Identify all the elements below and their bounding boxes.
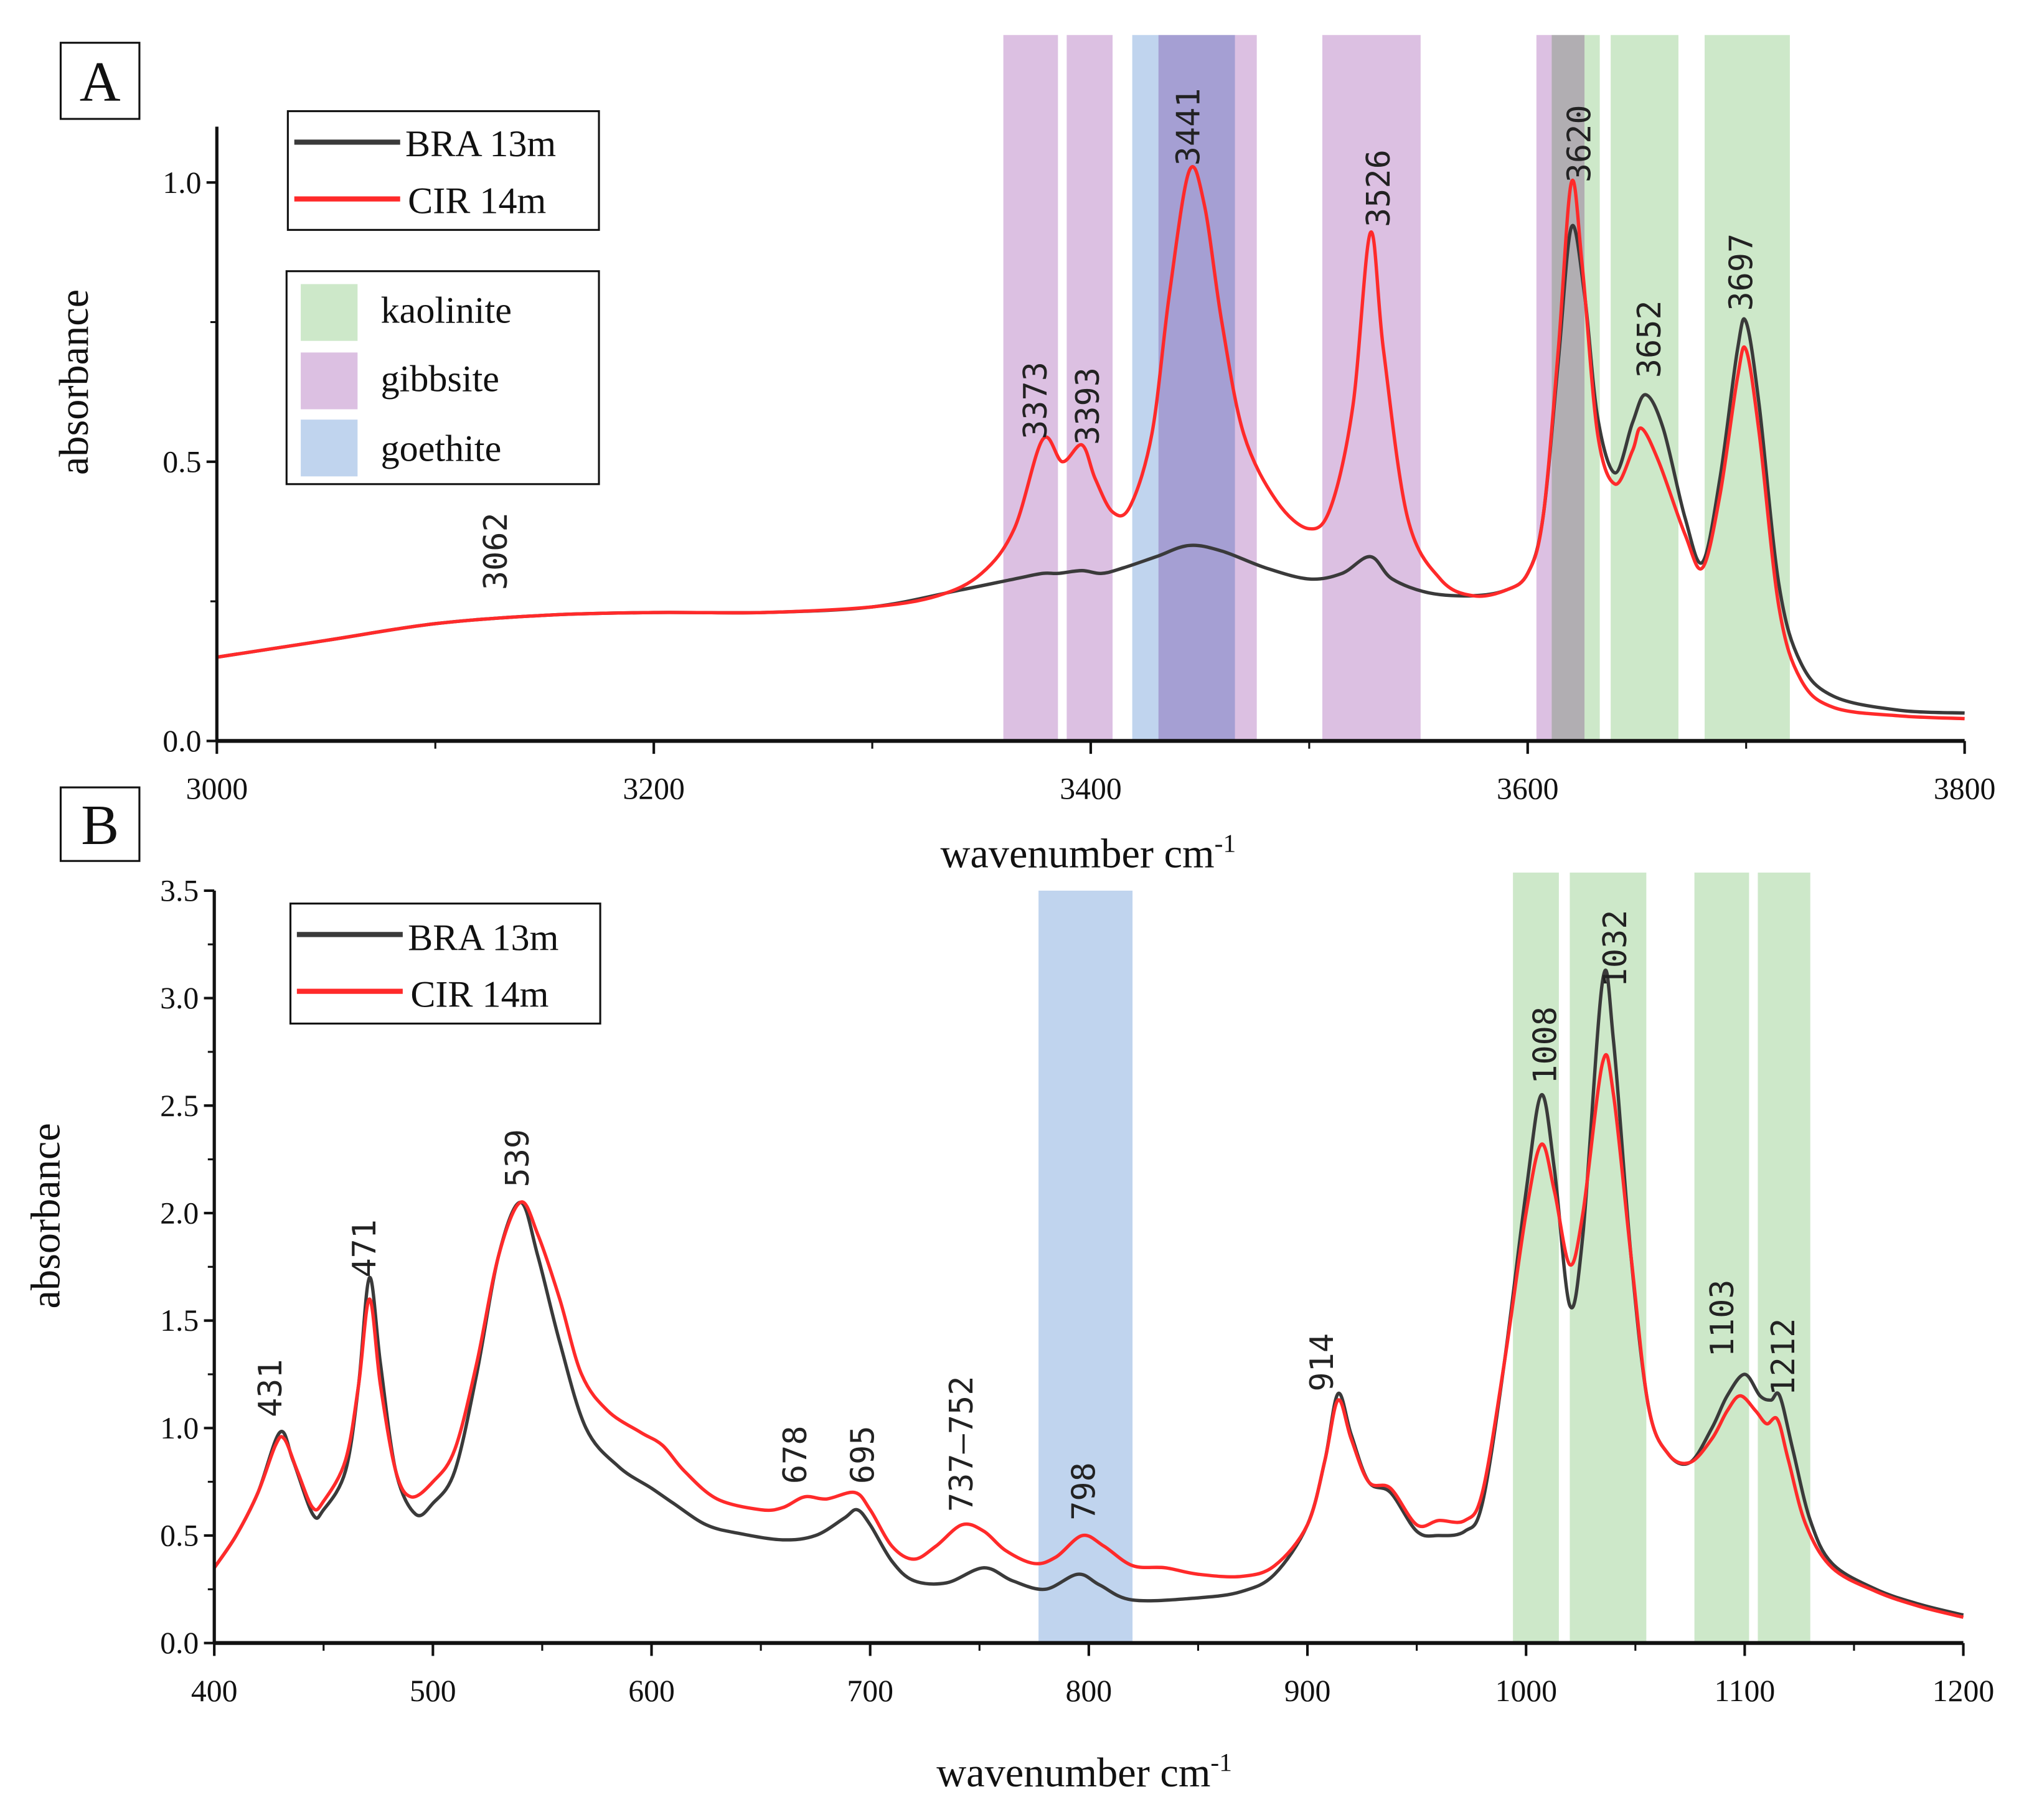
- goethite-band: [1038, 890, 1133, 1643]
- x-tick-label: 700: [847, 1674, 893, 1708]
- x-tick-label: 1100: [1715, 1674, 1776, 1708]
- y-tick-label: 2.0: [160, 1196, 199, 1231]
- y-tick-label: 0.5: [162, 444, 201, 479]
- x-tick-label: 500: [410, 1674, 456, 1708]
- x-tick-label: 3600: [1497, 772, 1558, 806]
- peak-label: 471: [346, 1219, 384, 1278]
- panel-b-label: B: [81, 794, 119, 856]
- panel-b: 400 500 600 700 800 900 1000 1100 1200 0.0 0.5 1.0 1…: [23, 786, 1994, 1796]
- panel-a-bands: [1003, 35, 1790, 741]
- peak-label: 3652: [1631, 300, 1669, 378]
- x-tick-label: 3400: [1060, 772, 1122, 806]
- peak-label: 914: [1304, 1333, 1341, 1392]
- legend-label-cir: CIR 14m: [410, 974, 548, 1016]
- panel-b-x-axis-label-text: wavenumber cm: [936, 1750, 1210, 1796]
- peak-label: 695: [845, 1425, 882, 1484]
- y-tick-label: 1.0: [162, 166, 201, 200]
- peak-label: 3697: [1723, 233, 1760, 311]
- series-cir-14m: [216, 165, 1965, 721]
- kaolinite-band: [1705, 35, 1790, 741]
- y-tick-label: 3.0: [160, 981, 199, 1015]
- panel-a-label-box: [59, 42, 141, 120]
- peak-label: 3620: [1561, 105, 1599, 182]
- x-tick-label: 3800: [1934, 772, 1996, 806]
- panel-b-curves: [212, 969, 1964, 1619]
- kaolinite-band: [1758, 872, 1810, 1643]
- panel-b-y-axis-label: absorbance: [23, 1123, 68, 1308]
- panel-a-curves: [216, 165, 1965, 721]
- gibbsite-band: [1066, 35, 1113, 741]
- gibbsite-band: [1003, 35, 1058, 741]
- y-tick-label: 1.0: [160, 1411, 199, 1445]
- gibbsite-swatch: [301, 352, 358, 410]
- y-tick-label: 0.0: [160, 1626, 199, 1660]
- panel-a-axes: 3000 3200 3400 3600 3800 0.0 0.5 1.0: [162, 126, 1996, 806]
- panel-b-x-axis-label-sup: -1: [1210, 1748, 1232, 1776]
- peak-label: 3441: [1170, 88, 1207, 166]
- peak-label: 431: [252, 1359, 289, 1417]
- gibbsite-band: [1322, 35, 1421, 741]
- x-tick-label: 600: [628, 1674, 675, 1708]
- kaolinite-band: [1694, 872, 1749, 1643]
- gibbsite-band: [1158, 35, 1257, 741]
- legend-label-gibbsite: gibbsite: [381, 359, 499, 400]
- panel-b-bands: [1038, 872, 1810, 1643]
- kaolinite-band: [1611, 35, 1678, 741]
- y-tick-label: 0.5: [160, 1519, 199, 1553]
- panel-a-x-axis-label-text: wavenumber cm: [940, 832, 1214, 877]
- panel-b-series-legend: BRA 13m CIR 14m: [289, 903, 601, 1025]
- series-cir-14m: [212, 1053, 1964, 1619]
- panel-a-x-axis-label-sup: -1: [1215, 829, 1236, 858]
- legend-label-goethite: goethite: [381, 428, 502, 469]
- x-tick-label: 3200: [623, 772, 685, 806]
- peak-label: 678: [777, 1425, 814, 1484]
- peak-label: 1103: [1704, 1280, 1741, 1358]
- panel-a-annotations: 3062 3373 3393 3441 3526 3620 3652 3697: [478, 88, 1760, 590]
- goethite-swatch: [301, 420, 358, 477]
- legend-box: [286, 110, 600, 231]
- kaolinite-band: [1570, 872, 1647, 1643]
- panel-a-series-legend: BRA 13m CIR 14m: [286, 110, 600, 231]
- panel-a-label: A: [80, 50, 121, 113]
- panel-a-y-axis-label: absorbance: [52, 289, 97, 475]
- x-tick-label: 1200: [1932, 1674, 1995, 1708]
- peak-label: 3393: [1070, 367, 1107, 445]
- panel-a: 3000 3200 3400 3600 3800 0.0 0.5 1.0 3062 3373 33…: [52, 35, 1996, 877]
- peak-label: 539: [499, 1129, 537, 1188]
- legend-label-kaolinite: kaolinite: [381, 290, 512, 332]
- peak-label: 1008: [1527, 1006, 1564, 1084]
- peak-label: 3062: [478, 512, 515, 590]
- peak-label: 737—752: [943, 1376, 981, 1512]
- mineral-legend: kaolinite gibbsite goethite: [285, 270, 600, 485]
- panel-b-x-axis-label: wavenumber cm-1: [936, 1748, 1232, 1796]
- peak-label: 1212: [1765, 1318, 1802, 1396]
- panel-b-axes: 400 500 600 700 800 900 1000 1100 1200 0.0 0.5 1.0 1…: [160, 873, 1994, 1707]
- panel-a-x-axis-label: wavenumber cm-1: [940, 829, 1236, 877]
- legend-label-bra: BRA 13m: [405, 123, 556, 165]
- legend-label-bra: BRA 13m: [408, 917, 558, 959]
- y-tick-label: 1.5: [160, 1303, 199, 1338]
- x-tick-label: 800: [1066, 1674, 1113, 1708]
- x-tick-label: 900: [1284, 1674, 1331, 1708]
- x-tick-label: 400: [191, 1674, 238, 1708]
- x-tick-label: 3000: [186, 772, 248, 806]
- panel-b-annotations: 431 471 539 678 695 737—752 798 914 1008 1032 1103…: [252, 909, 1802, 1520]
- peak-label: 1032: [1597, 909, 1634, 987]
- peak-label: 798: [1065, 1462, 1103, 1521]
- x-tick-label: 1000: [1495, 1674, 1557, 1708]
- peak-label: 3526: [1360, 149, 1398, 227]
- legend-box: [289, 903, 601, 1025]
- y-tick-label: 0.0: [162, 724, 201, 758]
- legend-label-cir: CIR 14m: [408, 180, 546, 222]
- y-tick-label: 2.5: [160, 1089, 199, 1123]
- y-tick-label: 3.5: [160, 873, 199, 908]
- panel-b-label-box: [59, 786, 141, 862]
- kaolinite-swatch: [301, 284, 358, 341]
- peak-label: 3373: [1017, 362, 1055, 439]
